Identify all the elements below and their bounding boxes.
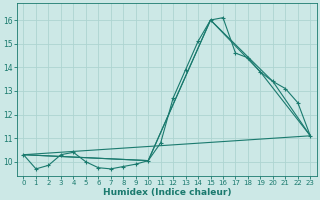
X-axis label: Humidex (Indice chaleur): Humidex (Indice chaleur) [103,188,231,197]
